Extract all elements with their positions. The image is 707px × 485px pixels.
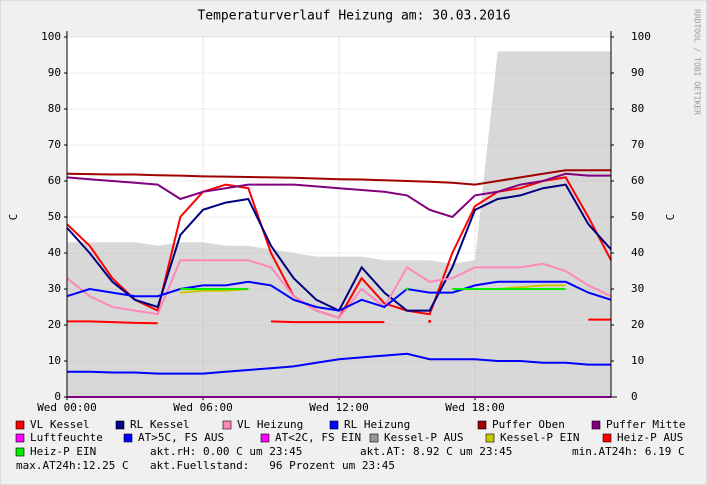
legend-label: RL Heizung xyxy=(344,418,410,431)
line xyxy=(66,280,612,312)
y2-tick-label: 20 xyxy=(631,318,644,331)
y2-tick-label: 100 xyxy=(631,30,651,43)
line xyxy=(270,320,385,324)
info-text: akt.rH: 0.00 C um 23:45 xyxy=(150,445,302,458)
watermark: RRDTOOL / TOBI OETIKER xyxy=(693,9,702,115)
y2-tick-label: 60 xyxy=(631,174,644,187)
x-tick-label: Wed 06:00 xyxy=(173,401,233,414)
legend-swatch xyxy=(123,433,133,443)
legend-label: Puffer Mitte xyxy=(606,418,685,431)
area xyxy=(67,51,611,398)
y-tick-label: 70 xyxy=(48,138,61,151)
legend-swatch xyxy=(15,433,25,443)
legend-swatch xyxy=(477,420,487,430)
point xyxy=(405,287,409,291)
y-tick-label: 20 xyxy=(48,318,61,331)
y-tick-label: 40 xyxy=(48,246,61,259)
legend-label: RL Kessel xyxy=(130,418,190,431)
legend-label: AT>5C, FS AUS xyxy=(138,431,224,444)
legend-label: Heiz-P EIN xyxy=(30,445,96,458)
legend-swatch xyxy=(591,420,601,430)
legend-swatch xyxy=(15,420,25,430)
y2-tick-label: 50 xyxy=(631,210,644,223)
line xyxy=(67,352,611,375)
legend-label: Luftfeuchte xyxy=(30,431,103,444)
info-text: akt.AT: 8.92 C um 23:45 xyxy=(360,445,512,458)
legend-swatch xyxy=(222,420,232,430)
y2-axis-label: C xyxy=(664,214,677,221)
line xyxy=(66,172,611,219)
y2-tick-label: 80 xyxy=(631,102,644,115)
y-tick-label: 80 xyxy=(48,102,61,115)
x-tick-label: Wed 18:00 xyxy=(445,401,505,414)
y2-tick-label: 30 xyxy=(631,282,644,295)
y2-tick-label: 0 xyxy=(631,390,638,403)
legend-label: VL Kessel xyxy=(30,418,90,431)
y-tick-label: 30 xyxy=(48,282,61,295)
legend-swatch xyxy=(602,433,612,443)
y2-tick-label: 10 xyxy=(631,354,644,367)
legend-swatch xyxy=(260,433,270,443)
y-tick-label: 10 xyxy=(48,354,61,367)
legend-label: Heiz-P AUS xyxy=(617,431,683,444)
y-tick-label: 0 xyxy=(54,390,61,403)
line xyxy=(66,169,611,186)
chart-title: Temperaturverlauf Heizung am: 30.03.2016 xyxy=(197,9,510,24)
y2-tick-label: 70 xyxy=(631,138,644,151)
y-tick-label: 60 xyxy=(48,174,61,187)
legend-label: AT<2C, FS EIN xyxy=(275,431,361,444)
x-tick-label: Wed 12:00 xyxy=(309,401,369,414)
x-tick-label: Wed 00:00 xyxy=(37,401,97,414)
legend-swatch xyxy=(369,433,379,443)
y-tick-label: 90 xyxy=(48,66,61,79)
y-tick-label: 100 xyxy=(41,30,61,43)
y-tick-label: 50 xyxy=(48,210,61,223)
y-axis-label: C xyxy=(7,214,20,221)
line xyxy=(67,320,158,325)
point xyxy=(428,319,432,323)
legend-swatch xyxy=(115,420,125,430)
y2-tick-label: 90 xyxy=(631,66,644,79)
info-text: max.AT24h:12.25 C xyxy=(16,459,129,472)
legend-label: Kessel-P EIN xyxy=(500,431,579,444)
legend-swatch xyxy=(15,447,25,457)
y2-tick-label: 40 xyxy=(631,246,644,259)
legend-swatch xyxy=(329,420,339,430)
info-text: akt.Fuellstand: 96 Prozent um 23:45 xyxy=(150,459,395,472)
legend-swatch xyxy=(485,433,495,443)
legend-label: Puffer Oben xyxy=(492,418,565,431)
line xyxy=(66,259,612,319)
info-text: min.AT24h: 6.19 C xyxy=(572,445,685,458)
legend-label: Kessel-P AUS xyxy=(384,431,463,444)
legend-label: VL Heizung xyxy=(237,418,303,431)
